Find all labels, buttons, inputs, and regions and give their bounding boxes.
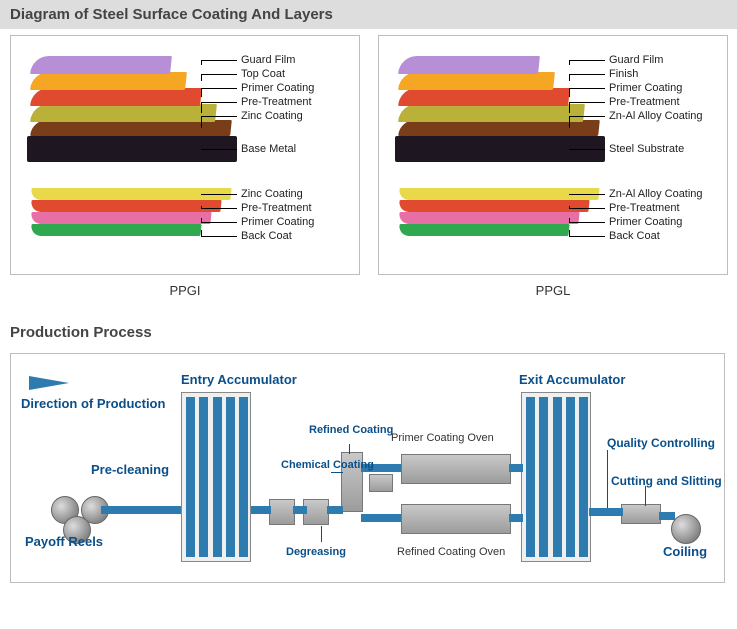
process-label: Payoff Reels bbox=[25, 534, 103, 549]
coating-layer bbox=[30, 104, 217, 122]
steel-web bbox=[327, 506, 343, 514]
layer-label: Back Coat bbox=[241, 230, 292, 242]
layer-label: Primer Coating bbox=[609, 82, 682, 94]
steel-web bbox=[293, 506, 307, 514]
steel-web bbox=[361, 514, 401, 522]
accumulator bbox=[181, 392, 251, 562]
coating-layer bbox=[30, 88, 202, 106]
layer-label: Zinc Coating bbox=[241, 110, 303, 122]
layer-label: Primer Coating bbox=[241, 216, 314, 228]
layer-label: Primer Coating bbox=[241, 82, 314, 94]
steel-web bbox=[251, 506, 271, 514]
direction-arrow-icon bbox=[29, 376, 69, 390]
coating-layer bbox=[398, 224, 569, 236]
coating-layer bbox=[398, 200, 589, 212]
process-diagram: Direction of Production Entry Accumulator… bbox=[10, 353, 725, 583]
process-label: Quality Controlling bbox=[607, 436, 715, 450]
steel-web bbox=[101, 506, 181, 514]
layer-panels-row: Guard Film Top Coat Primer Coating Pre-Trea… bbox=[0, 35, 737, 318]
steel-web bbox=[659, 512, 675, 520]
process-unit bbox=[621, 504, 661, 524]
caption-ppgl: PPGL bbox=[378, 275, 728, 312]
roll bbox=[671, 514, 701, 544]
coating-layer bbox=[30, 56, 172, 74]
coating-layer bbox=[398, 56, 540, 74]
panel-ppgi: Guard Film Top Coat Primer Coating Pre-Trea… bbox=[10, 35, 360, 275]
process-label: Entry Accumulator bbox=[181, 372, 297, 387]
accumulator bbox=[521, 392, 591, 562]
oven bbox=[401, 454, 511, 484]
coating-layer bbox=[398, 104, 585, 122]
process-label: Exit Accumulator bbox=[519, 372, 625, 387]
coating-layer bbox=[30, 212, 211, 224]
coating-layer bbox=[398, 212, 579, 224]
steel-web bbox=[589, 508, 623, 516]
process-label: Refined Coating Oven bbox=[397, 546, 505, 558]
layer-label: Finish bbox=[609, 68, 638, 80]
layer-label: Pre-Treatment bbox=[609, 202, 680, 214]
layer-label: Base Metal bbox=[241, 143, 296, 155]
layer-label: Back Coat bbox=[609, 230, 660, 242]
layer-label: Steel Substrate bbox=[609, 143, 684, 155]
process-unit bbox=[269, 499, 295, 525]
section-title-layers: Diagram of Steel Surface Coating And Lay… bbox=[0, 0, 737, 29]
process-label: Chemical Coating bbox=[281, 459, 374, 471]
layer-label: Guard Film bbox=[241, 54, 295, 66]
layer-label: Zinc Coating bbox=[241, 188, 303, 200]
caption-ppgi: PPGI bbox=[10, 275, 360, 312]
oven bbox=[401, 504, 511, 534]
layer-label: Zn-Al Alloy Coating bbox=[609, 188, 703, 200]
coating-layer bbox=[398, 72, 555, 90]
panel-ppgi-wrap: Guard Film Top Coat Primer Coating Pre-Trea… bbox=[10, 35, 360, 312]
process-unit bbox=[369, 474, 393, 492]
process-label: Degreasing bbox=[286, 546, 346, 558]
coating-layer bbox=[398, 88, 570, 106]
section-title-process: Production Process bbox=[0, 318, 737, 347]
layer-label: Top Coat bbox=[241, 68, 285, 80]
layer-label: Pre-Treatment bbox=[241, 202, 312, 214]
layer-label: Pre-Treatment bbox=[241, 96, 312, 108]
layer-label: Pre-Treatment bbox=[609, 96, 680, 108]
coating-layer bbox=[30, 200, 221, 212]
process-label: Cutting and Slitting bbox=[611, 474, 722, 488]
process-label: Primer Coating Oven bbox=[391, 432, 494, 444]
layer-label: Guard Film bbox=[609, 54, 663, 66]
layer-label: Primer Coating bbox=[609, 216, 682, 228]
steel-web bbox=[509, 464, 523, 472]
process-label: Refined Coating bbox=[309, 424, 393, 436]
panel-ppgl: Guard Film Finish Primer Coating Pre-Treatm… bbox=[378, 35, 728, 275]
coating-layer bbox=[30, 224, 201, 236]
panel-ppgl-wrap: Guard Film Finish Primer Coating Pre-Treatm… bbox=[378, 35, 728, 312]
layer-label: Zn-Al Alloy Coating bbox=[609, 110, 703, 122]
process-label: Coiling bbox=[663, 544, 707, 559]
steel-web bbox=[509, 514, 523, 522]
process-label: Pre-cleaning bbox=[91, 462, 169, 477]
process-label: Direction of Production bbox=[21, 396, 165, 411]
coating-layer bbox=[30, 72, 187, 90]
